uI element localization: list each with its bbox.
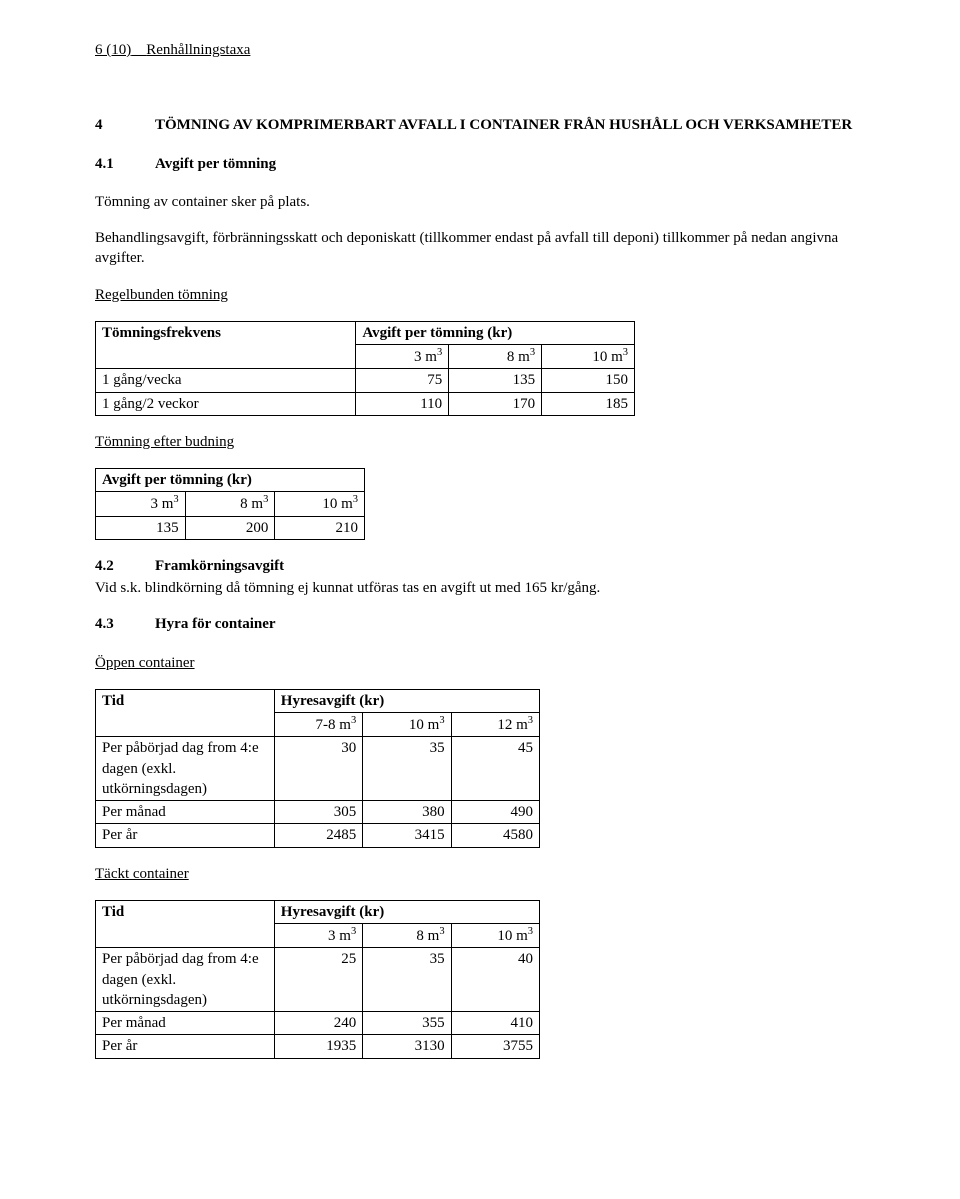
th-tid: Tid	[96, 689, 275, 737]
th-8m3: 8 m3	[363, 924, 451, 948]
cell-value: 30	[274, 737, 362, 801]
th-3m3: 3 m3	[96, 492, 186, 516]
th-12m3: 12 m3	[451, 713, 539, 737]
table-row: Per påbörjad dag from 4:e dagen (exkl. u…	[96, 948, 540, 1012]
cell-value: 305	[274, 801, 362, 824]
cell-value: 3755	[451, 1035, 539, 1058]
section-4-2-title: Framkörningsavgift	[155, 556, 284, 576]
th-hyresavgift: Hyresavgift (kr)	[274, 689, 539, 712]
section-4-title: TÖMNING AV KOMPRIMERBART AVFALL I CONTAI…	[155, 115, 852, 135]
table-row: 1 gång/2 veckor 110 170 185	[96, 392, 635, 415]
covered-container-heading: Täckt container	[95, 864, 865, 884]
section-4-3-title: Hyra för container	[155, 614, 276, 634]
table-row: Per år 2485 3415 4580	[96, 824, 540, 847]
after-order-table: Avgift per tömning (kr) 3 m3 8 m3 10 m3 …	[95, 468, 365, 540]
cell-value: 3130	[363, 1035, 451, 1058]
th-fee-per-emptying: Avgift per tömning (kr)	[96, 469, 365, 492]
th-frequency: Tömningsfrekvens	[96, 321, 356, 369]
cell-value: 380	[363, 801, 451, 824]
cell-value: 240	[274, 1012, 362, 1035]
cell-value: 200	[185, 516, 275, 539]
table-row: Per påbörjad dag from 4:e dagen (exkl. u…	[96, 737, 540, 801]
cell-value: 185	[542, 392, 635, 415]
table-row: 135 200 210	[96, 516, 365, 539]
th-3m3: 3 m3	[274, 924, 362, 948]
cell-value: 410	[451, 1012, 539, 1035]
section-4-3-num: 4.3	[95, 614, 155, 634]
after-order-heading: Tömning efter budning	[95, 432, 865, 452]
table-row: 1 gång/vecka 75 135 150	[96, 369, 635, 392]
regular-emptying-table: Tömningsfrekvens Avgift per tömning (kr)…	[95, 321, 635, 416]
section-4-1-num: 4.1	[95, 154, 155, 174]
cell-value: 1935	[274, 1035, 362, 1058]
cell-value: 110	[356, 392, 449, 415]
section-4-heading: 4 TÖMNING AV KOMPRIMERBART AVFALL I CONT…	[95, 115, 865, 135]
cell-value: 45	[451, 737, 539, 801]
table-row: Per månad 240 355 410	[96, 1012, 540, 1035]
covered-container-table: Tid Hyresavgift (kr) 3 m3 8 m3 10 m3 Per…	[95, 900, 540, 1059]
section-4-2-para: Vid s.k. blindkörning då tömning ej kunn…	[95, 578, 865, 598]
th-8m3: 8 m3	[185, 492, 275, 516]
page-number: 6 (10)	[95, 42, 131, 58]
th-7-8m3: 7-8 m3	[274, 713, 362, 737]
regular-emptying-heading: Regelbunden tömning	[95, 285, 865, 305]
cell-label: Per månad	[96, 1012, 275, 1035]
th-10m3: 10 m3	[451, 924, 539, 948]
page-header: 6 (10) Renhållningstaxa	[95, 40, 865, 60]
section-4-1-heading: 4.1 Avgift per tömning	[95, 154, 865, 174]
cell-label: Per år	[96, 1035, 275, 1058]
cell-value: 35	[363, 737, 451, 801]
table-row: Per månad 305 380 490	[96, 801, 540, 824]
table-row: Per år 1935 3130 3755	[96, 1035, 540, 1058]
cell-value: 355	[363, 1012, 451, 1035]
open-container-heading: Öppen container	[95, 653, 865, 673]
section-4-1-para-2: Behandlingsavgift, förbränningsskatt och…	[95, 228, 865, 269]
cell-label: Per månad	[96, 801, 275, 824]
cell-value: 25	[274, 948, 362, 1012]
cell-label: Per påbörjad dag from 4:e dagen (exkl. u…	[96, 737, 275, 801]
section-4-1-para-1: Tömning av container sker på plats.	[95, 192, 865, 212]
th-3m3: 3 m3	[356, 345, 449, 369]
cell-value: 170	[449, 392, 542, 415]
cell-value: 75	[356, 369, 449, 392]
cell-value: 3415	[363, 824, 451, 847]
section-4-2-num: 4.2	[95, 556, 155, 576]
th-hyresavgift: Hyresavgift (kr)	[274, 900, 539, 923]
cell-value: 210	[275, 516, 365, 539]
section-4-2-heading: 4.2 Framkörningsavgift	[95, 556, 865, 576]
th-8m3: 8 m3	[449, 345, 542, 369]
th-tid: Tid	[96, 900, 275, 948]
cell-value: 150	[542, 369, 635, 392]
cell-value: 135	[449, 369, 542, 392]
cell-value: 135	[96, 516, 186, 539]
section-4-1-title: Avgift per tömning	[155, 154, 276, 174]
cell-value: 2485	[274, 824, 362, 847]
cell-value: 4580	[451, 824, 539, 847]
cell-value: 490	[451, 801, 539, 824]
section-4-3-heading: 4.3 Hyra för container	[95, 614, 865, 634]
th-10m3: 10 m3	[363, 713, 451, 737]
section-4-num: 4	[95, 115, 155, 135]
cell-label: 1 gång/vecka	[96, 369, 356, 392]
cell-value: 35	[363, 948, 451, 1012]
cell-label: Per påbörjad dag from 4:e dagen (exkl. u…	[96, 948, 275, 1012]
th-10m3: 10 m3	[542, 345, 635, 369]
cell-label: Per år	[96, 824, 275, 847]
open-container-table: Tid Hyresavgift (kr) 7-8 m3 10 m3 12 m3 …	[95, 689, 540, 848]
th-10m3: 10 m3	[275, 492, 365, 516]
document-title: Renhållningstaxa	[146, 42, 250, 58]
th-fee-per-emptying: Avgift per tömning (kr)	[356, 321, 635, 344]
cell-label: 1 gång/2 veckor	[96, 392, 356, 415]
cell-value: 40	[451, 948, 539, 1012]
